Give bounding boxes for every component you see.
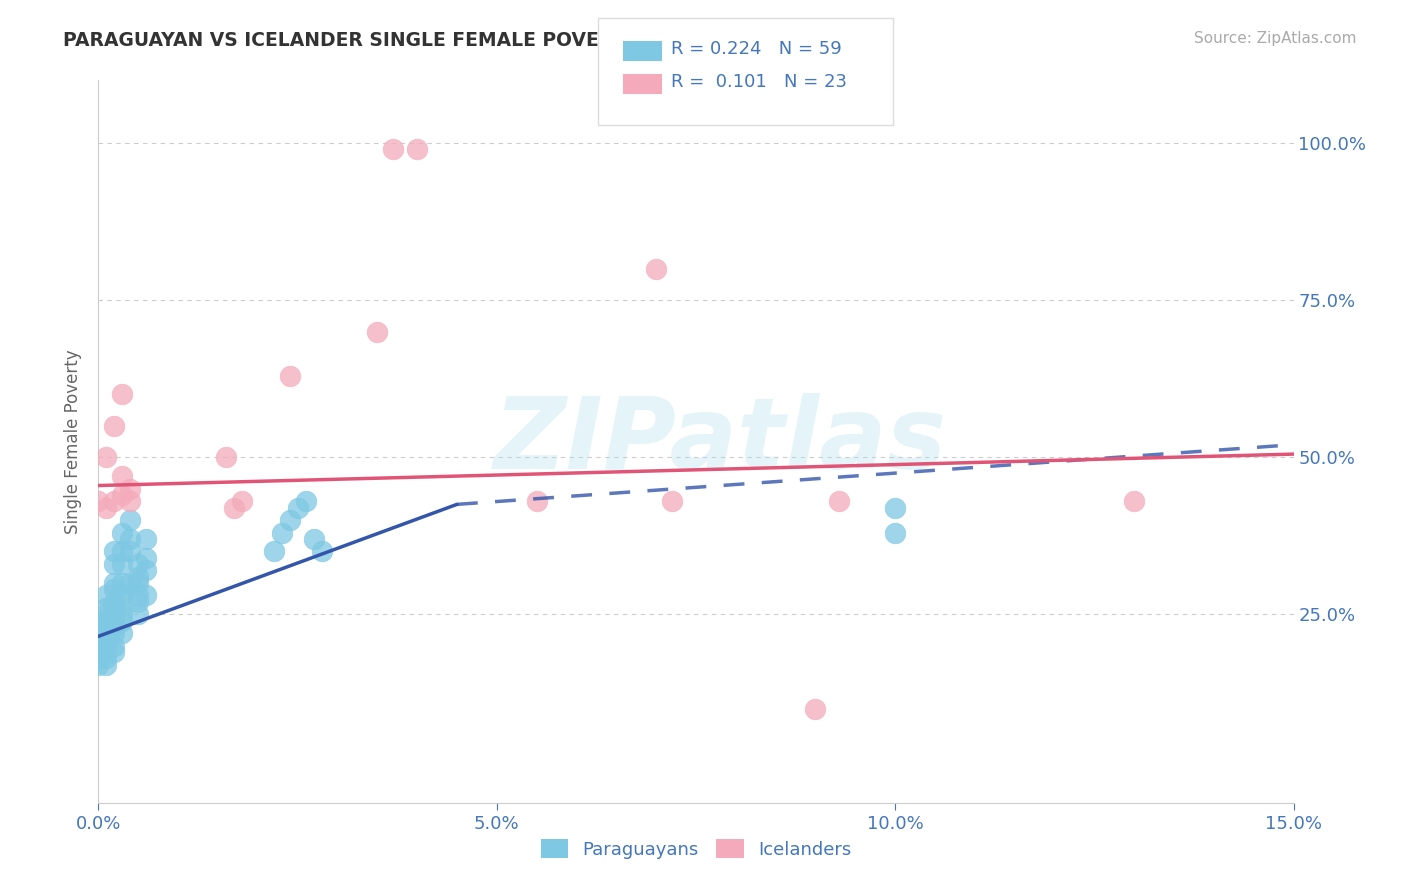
Point <box>287 500 309 515</box>
Point <box>127 589 149 603</box>
Point <box>96 651 118 665</box>
Point <box>111 469 134 483</box>
Point <box>96 657 118 672</box>
Point <box>103 614 125 628</box>
Point <box>87 657 110 672</box>
Point <box>127 595 149 609</box>
Point <box>120 513 142 527</box>
Point <box>111 525 134 540</box>
Point <box>127 569 149 583</box>
Point <box>111 607 134 622</box>
Point <box>135 563 157 577</box>
Text: Source: ZipAtlas.com: Source: ZipAtlas.com <box>1194 31 1357 46</box>
Point <box>87 626 110 640</box>
Point <box>884 525 907 540</box>
Point <box>87 620 110 634</box>
Point <box>111 387 134 401</box>
Text: PARAGUAYAN VS ICELANDER SINGLE FEMALE POVERTY CORRELATION CHART: PARAGUAYAN VS ICELANDER SINGLE FEMALE PO… <box>63 31 870 50</box>
Point <box>645 261 668 276</box>
Point <box>526 494 548 508</box>
Point <box>103 544 125 558</box>
Point <box>111 626 134 640</box>
Point <box>96 589 118 603</box>
Point <box>294 494 316 508</box>
Point <box>263 544 285 558</box>
Point <box>127 557 149 571</box>
Point <box>103 645 125 659</box>
Point <box>366 325 388 339</box>
Point <box>278 513 301 527</box>
Point <box>103 418 125 433</box>
Point <box>382 142 405 156</box>
Point <box>278 368 301 383</box>
Point <box>1123 494 1146 508</box>
Point <box>311 544 333 558</box>
Point <box>111 589 134 603</box>
Text: R =  0.101   N = 23: R = 0.101 N = 23 <box>671 73 846 91</box>
Point <box>96 500 118 515</box>
Point <box>111 544 134 558</box>
Point <box>111 488 134 502</box>
Point <box>111 557 134 571</box>
Point <box>120 494 142 508</box>
Point <box>96 639 118 653</box>
Point <box>103 595 125 609</box>
Point <box>127 607 149 622</box>
Point <box>884 500 907 515</box>
Point <box>103 601 125 615</box>
Point <box>135 532 157 546</box>
Point <box>103 620 125 634</box>
Point <box>96 645 118 659</box>
Point <box>302 532 325 546</box>
Point <box>120 482 142 496</box>
Point <box>135 550 157 565</box>
Point <box>127 575 149 590</box>
Text: ZIPatlas: ZIPatlas <box>494 393 946 490</box>
Point <box>96 614 118 628</box>
Legend: Paraguayans, Icelanders: Paraguayans, Icelanders <box>533 832 859 866</box>
Point <box>120 544 142 558</box>
Y-axis label: Single Female Poverty: Single Female Poverty <box>65 350 83 533</box>
Point <box>103 639 125 653</box>
Point <box>120 575 142 590</box>
Point <box>96 632 118 647</box>
Point <box>103 626 125 640</box>
Point <box>96 607 118 622</box>
Point <box>96 450 118 465</box>
Point <box>96 601 118 615</box>
Point <box>103 494 125 508</box>
Point <box>222 500 245 515</box>
Point <box>87 639 110 653</box>
Point <box>96 626 118 640</box>
Point <box>87 494 110 508</box>
Point <box>87 651 110 665</box>
Point <box>111 614 134 628</box>
Point <box>406 142 429 156</box>
Point <box>135 589 157 603</box>
Point <box>804 701 827 715</box>
Point <box>215 450 238 465</box>
Point <box>111 595 134 609</box>
Point <box>828 494 851 508</box>
Point <box>103 575 125 590</box>
Point <box>231 494 253 508</box>
Point <box>120 532 142 546</box>
Text: R = 0.224   N = 59: R = 0.224 N = 59 <box>671 40 841 58</box>
Point <box>661 494 683 508</box>
Point <box>103 557 125 571</box>
Point <box>103 582 125 597</box>
Point <box>270 525 292 540</box>
Point <box>103 607 125 622</box>
Point <box>111 575 134 590</box>
